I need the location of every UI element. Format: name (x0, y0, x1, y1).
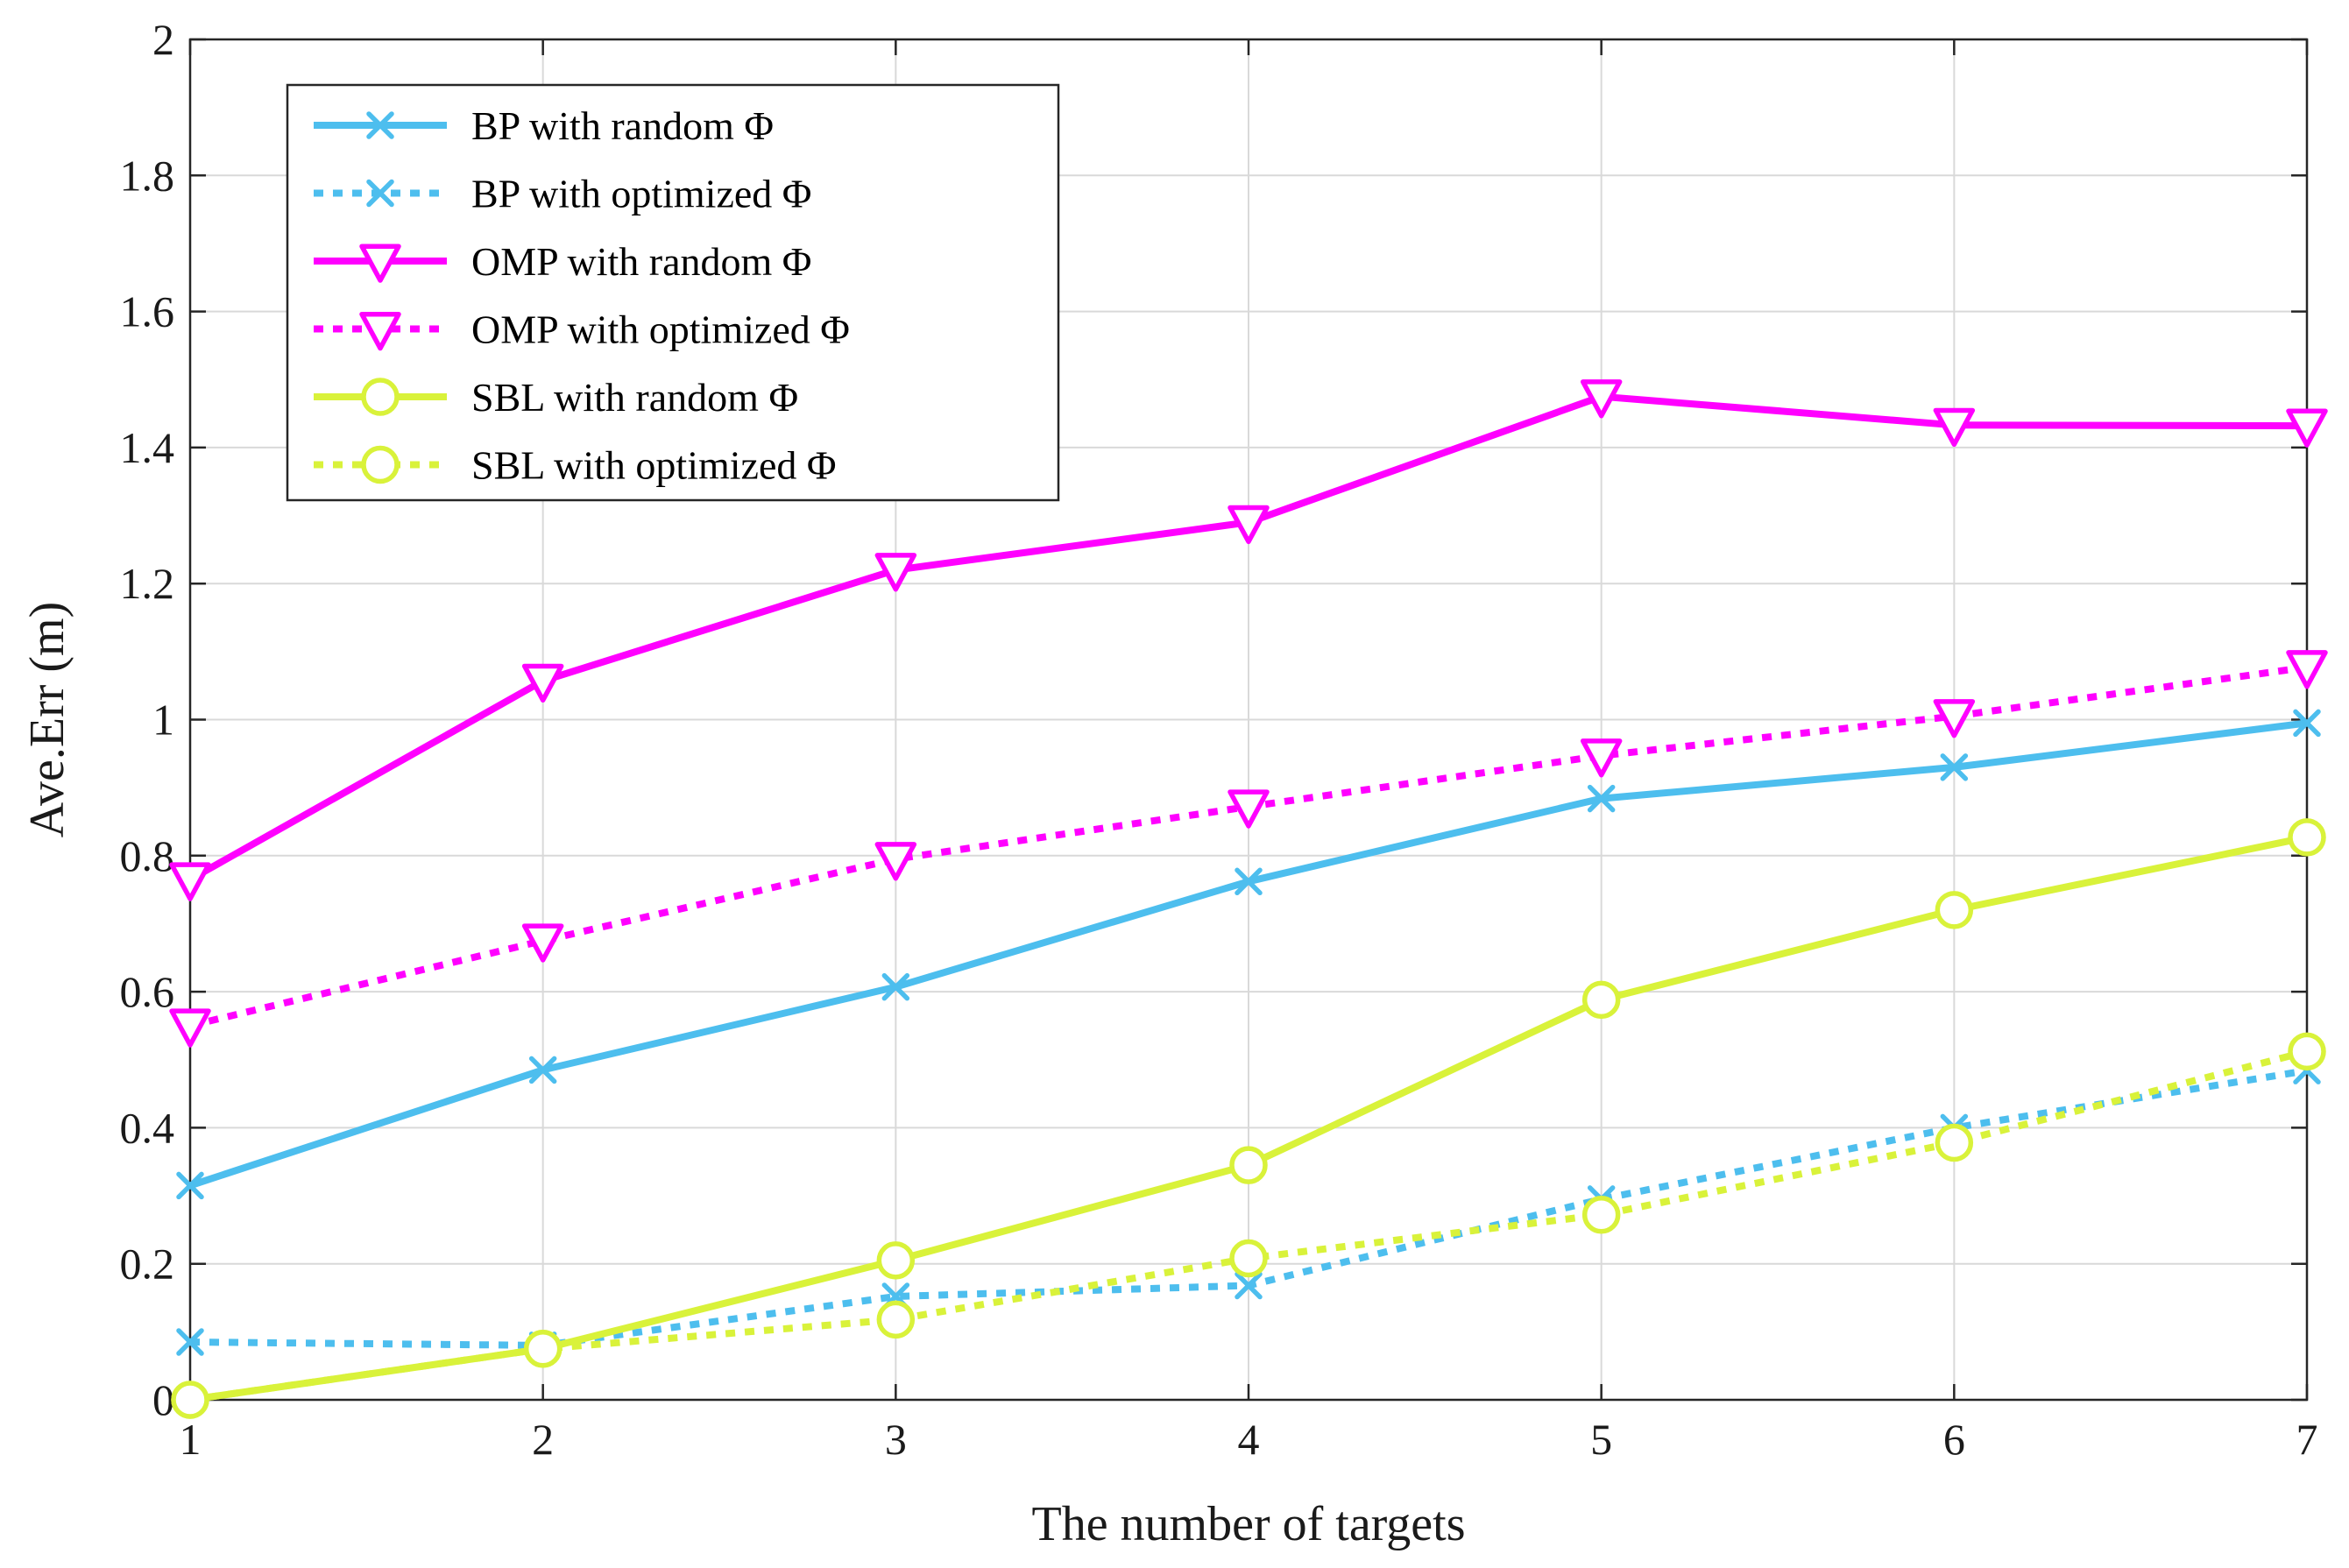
data-point (1235, 1271, 1263, 1300)
legend-item: BP with optimized Φ (314, 172, 811, 216)
data-point (876, 1300, 916, 1339)
legend-label: SBL with random Φ (471, 375, 798, 420)
x-tick-label: 1 (180, 1415, 202, 1464)
x-tick-label: 7 (2296, 1415, 2318, 1464)
y-tick-label: 0.6 (120, 967, 175, 1016)
data-point (1935, 1123, 1974, 1162)
data-point (2288, 1032, 2326, 1071)
series-4 (169, 650, 2328, 1048)
y-tick-label: 1.8 (120, 151, 175, 200)
data-point (874, 553, 917, 592)
legend-label: OMP with optimized Φ (471, 307, 850, 352)
data-point (169, 1008, 211, 1048)
y-tick-label: 2 (152, 15, 174, 64)
data-point (1581, 980, 1621, 1020)
data-point (1228, 505, 1270, 545)
y-tick-label: 1.4 (120, 423, 175, 472)
y-tick-label: 0 (152, 1375, 174, 1424)
y-tick-label: 0.2 (120, 1240, 175, 1289)
data-point (1235, 867, 1263, 896)
data-point (1580, 738, 1623, 778)
data-point (2286, 408, 2328, 448)
legend-marker (366, 179, 394, 208)
data-point (876, 1241, 916, 1280)
data-point (1228, 789, 1270, 829)
data-point (1581, 1196, 1621, 1234)
legend-label: BP with optimized Φ (471, 172, 811, 216)
y-tick-label: 1 (152, 696, 174, 745)
legend-item: OMP with optimized Φ (314, 307, 850, 352)
data-point (176, 1328, 204, 1356)
data-point (1587, 784, 1616, 813)
y-tick-label: 1.2 (120, 559, 175, 608)
data-point (176, 1171, 204, 1200)
data-point (2288, 818, 2326, 857)
legend-label: SBL with optimized Φ (471, 443, 837, 488)
data-point (1229, 1239, 1268, 1278)
series-3 (169, 379, 2328, 901)
legend-label: BP with random Φ (471, 103, 774, 148)
legend-marker (361, 378, 400, 416)
legend: BP with random Φ BP with optimized Φ OMP w… (286, 83, 1060, 502)
data-point (169, 862, 211, 901)
data-point (1933, 699, 1976, 738)
legend-item: OMP with random Φ (314, 239, 811, 284)
data-point (521, 923, 564, 963)
data-point (2293, 709, 2321, 738)
x-axis-title: The number of targets (1031, 1497, 1465, 1551)
x-tick-label: 3 (885, 1415, 907, 1464)
data-point (528, 1056, 557, 1084)
y-axis-title: Ave.Err (m) (20, 602, 74, 838)
legend-item: SBL with optimized Φ (314, 443, 837, 488)
axis-ticks: 1 2 3 4 5 6 7 0 0.2 0.4 0.6 0.8 1 1.2 1.4 1.6 1.8 2 (120, 15, 2318, 1464)
x-tick-label: 6 (1943, 1415, 1965, 1464)
data-point (1940, 753, 1969, 781)
legend-item: SBL with random Φ (314, 375, 798, 420)
data-point (523, 1330, 562, 1368)
legend-box (286, 83, 1060, 502)
y-tick-label: 0.8 (120, 831, 175, 880)
data-point (881, 972, 910, 1001)
data-point (2286, 650, 2328, 689)
legend-marker (359, 311, 401, 351)
data-point (171, 1381, 209, 1419)
legend-marker (366, 111, 394, 139)
data-point (1229, 1146, 1268, 1184)
series-1 (176, 709, 2321, 1200)
y-tick-label: 0.4 (120, 1103, 175, 1152)
legend-item: BP with random Φ (314, 103, 774, 148)
legend-marker (359, 244, 401, 283)
series-6 (171, 1032, 2326, 1419)
data-point (521, 663, 564, 703)
x-tick-label: 4 (1238, 1415, 1260, 1464)
data-series (169, 379, 2328, 1419)
legend-marker (361, 445, 400, 484)
x-tick-label: 5 (1590, 1415, 1612, 1464)
x-tick-label: 2 (532, 1415, 554, 1464)
legend-label: OMP with random Φ (471, 239, 811, 284)
data-point (1580, 379, 1623, 419)
y-tick-label: 1.6 (120, 287, 175, 336)
data-point (1933, 407, 1976, 448)
data-point (1935, 891, 1974, 929)
data-point (874, 842, 917, 881)
